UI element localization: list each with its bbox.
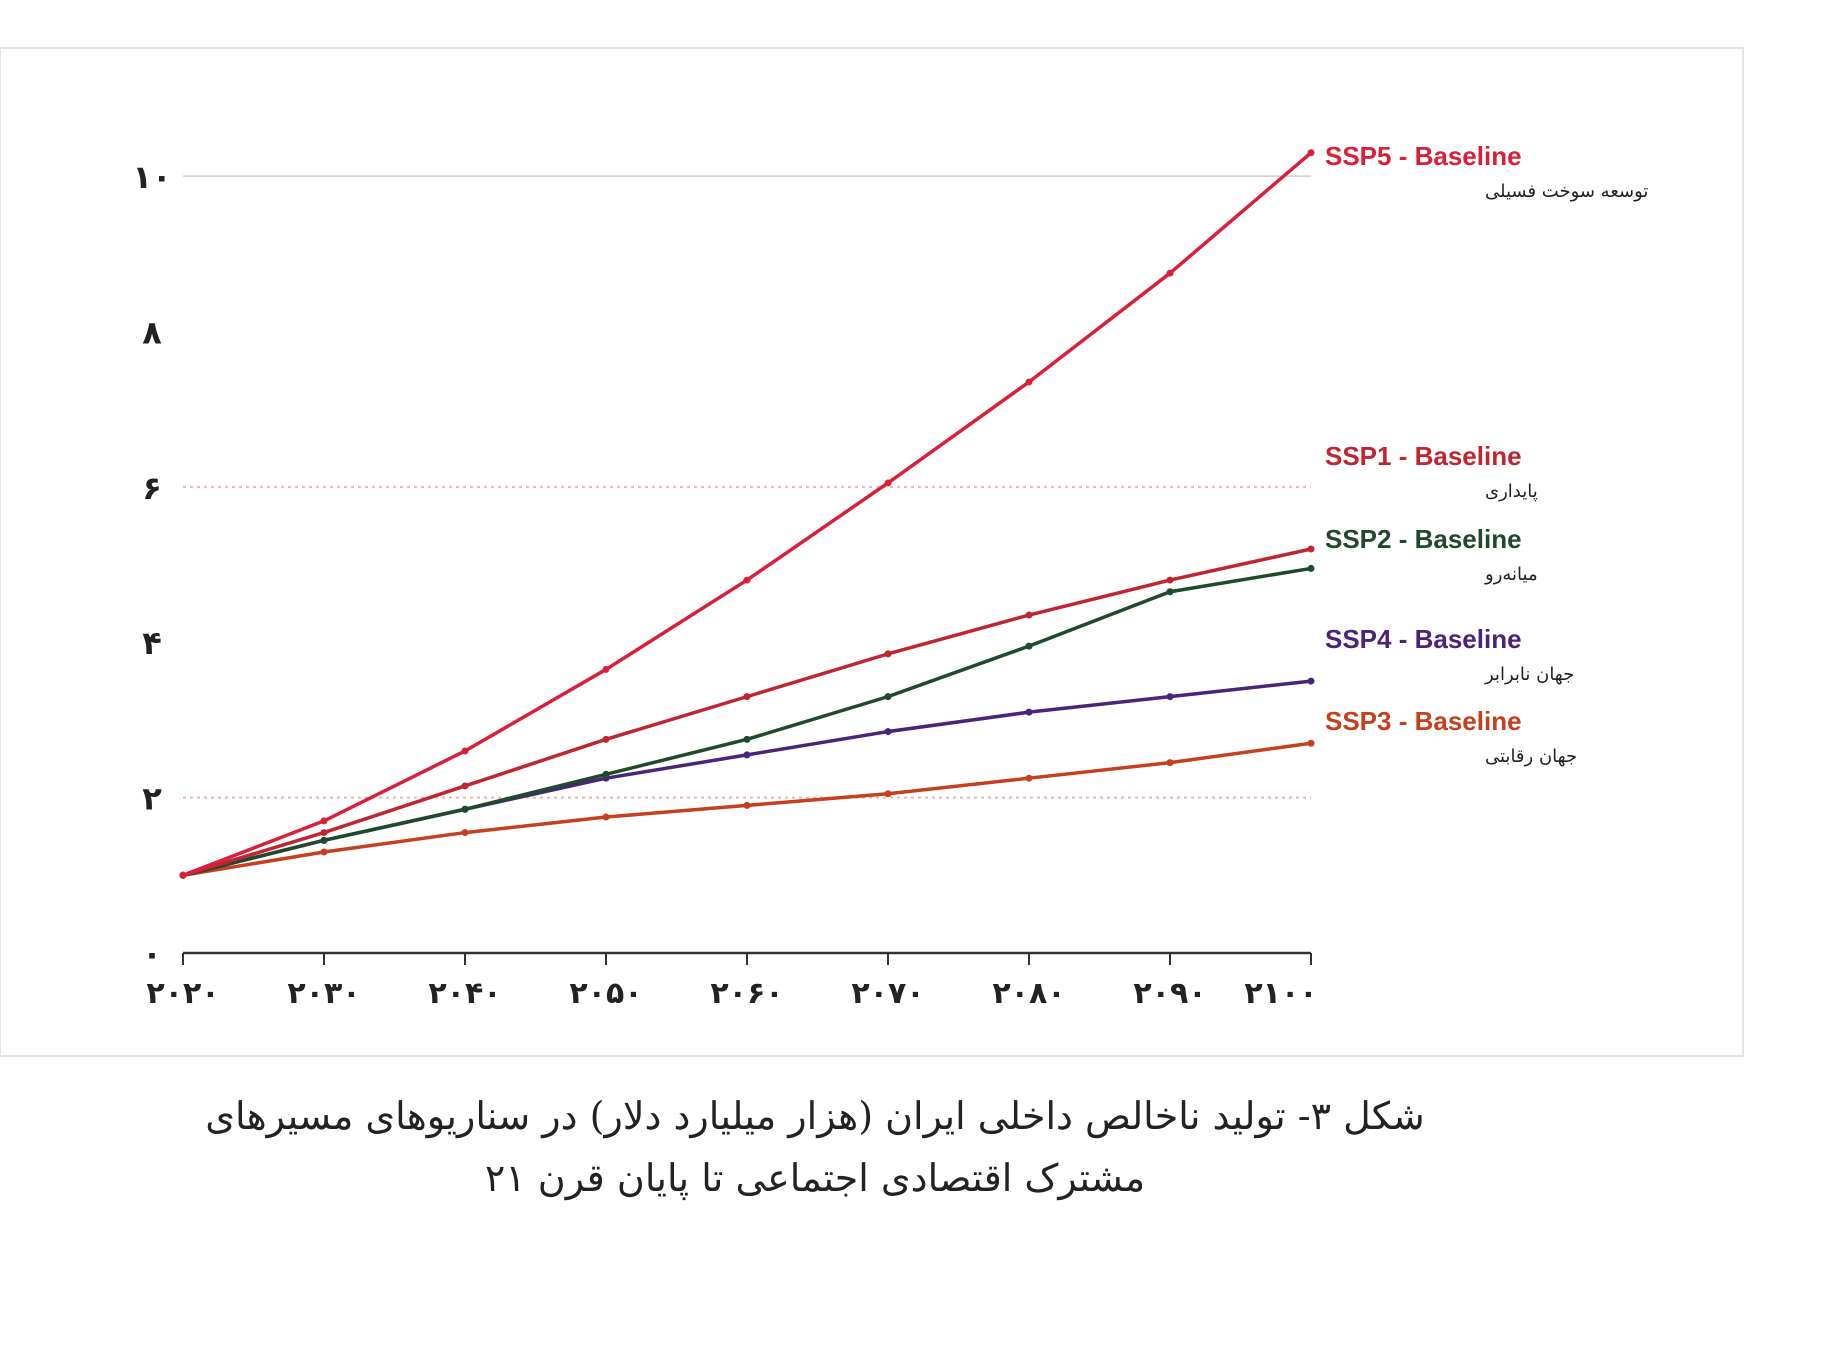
series-label: SSP1 - Baseline (1325, 441, 1522, 471)
series-lines (179, 149, 1315, 879)
chart-frame (0, 47, 1744, 1057)
axes: ۰ ۲ ۴ ۶ ۸ ۱۰ ۲۰۲۰ ۲۰۳۰ ۲۰۴۰ ۲۰۵۰ ۲۰۶۰ ۲۰۷۰ ۲۰۸۰ ۲۰۹۰ ۲… (132, 158, 1317, 1011)
series-sublabel: پایداری (1485, 481, 1538, 502)
data-point (1307, 564, 1315, 572)
data-point (1025, 708, 1033, 716)
caption-line-1: شکل ۳- تولید ناخالص داخلی ایران (هزار می… (205, 1094, 1425, 1138)
data-point (1307, 739, 1315, 747)
x-tick-label: ۲۱۰۰ (1244, 976, 1317, 1011)
data-point (1025, 642, 1033, 650)
series-label: SSP2 - Baseline (1325, 524, 1522, 554)
y-tick-label: ۱۰ (132, 158, 171, 196)
data-point (602, 770, 610, 778)
data-point (1025, 378, 1033, 386)
data-point (461, 782, 469, 790)
figure-caption: شکل ۳- تولید ناخالص داخلی ایران (هزار می… (120, 1085, 1510, 1209)
data-point (1166, 759, 1174, 767)
y-tick-label: ۲ (142, 780, 162, 818)
x-tick-label: ۲۰۲۰ (146, 976, 219, 1011)
series-label: SSP3 - Baseline (1325, 706, 1522, 736)
series-sublabel: جهان نابرابر (1484, 664, 1574, 685)
data-point (320, 836, 328, 844)
gridlines (183, 175, 1311, 799)
x-tick-label: ۲۰۵۰ (569, 976, 642, 1011)
data-point (1166, 588, 1174, 596)
series-label: SSP5 - Baseline (1325, 141, 1522, 171)
y-tick-label: ۰ (142, 935, 162, 973)
data-point (461, 805, 469, 813)
data-point (743, 751, 751, 759)
x-tick-label: ۲۰۹۰ (1133, 976, 1206, 1011)
data-point (1307, 677, 1315, 685)
x-tick-label: ۲۰۶۰ (710, 976, 783, 1011)
data-point (743, 801, 751, 809)
series-sublabel: میانه‌رو (1484, 564, 1538, 585)
series-labels: SSP5 - Baseline توسعه سوخت فسیلی SSP1 - Ba… (1325, 141, 1648, 767)
y-tick-label: ۶ (142, 469, 162, 507)
data-point (884, 650, 892, 658)
data-point (1166, 693, 1174, 701)
data-point (461, 747, 469, 755)
data-point (884, 693, 892, 701)
x-tick-label: ۲۰۸۰ (992, 976, 1065, 1011)
caption-line-2: مشترک اقتصادی اجتماعی تا پایان قرن ۲۱ (484, 1156, 1146, 1200)
data-point (461, 829, 469, 837)
data-point (179, 871, 187, 879)
data-point (884, 728, 892, 736)
data-point (1307, 149, 1315, 157)
x-tick-label: ۲۰۴۰ (428, 976, 501, 1011)
data-point (602, 813, 610, 821)
data-point (743, 576, 751, 584)
data-point (320, 829, 328, 837)
data-point (743, 735, 751, 743)
data-point (884, 479, 892, 487)
data-point (602, 665, 610, 673)
x-tick-label: ۲۰۳۰ (287, 976, 360, 1011)
series-sublabel: جهان رقابتی (1485, 746, 1577, 767)
data-point (1166, 269, 1174, 277)
series-sublabel: توسعه سوخت فسیلی (1485, 181, 1648, 202)
data-point (743, 693, 751, 701)
y-tick-label: ۸ (142, 313, 162, 351)
data-point (1025, 611, 1033, 619)
y-tick-label: ۴ (142, 624, 162, 662)
data-point (1025, 774, 1033, 782)
data-point (884, 790, 892, 798)
x-tick-label: ۲۰۷۰ (851, 976, 924, 1011)
data-point (320, 817, 328, 825)
data-point (1166, 576, 1174, 584)
data-point (602, 735, 610, 743)
series-label: SSP4 - Baseline (1325, 624, 1522, 654)
data-point (320, 848, 328, 856)
data-point (1307, 545, 1315, 553)
